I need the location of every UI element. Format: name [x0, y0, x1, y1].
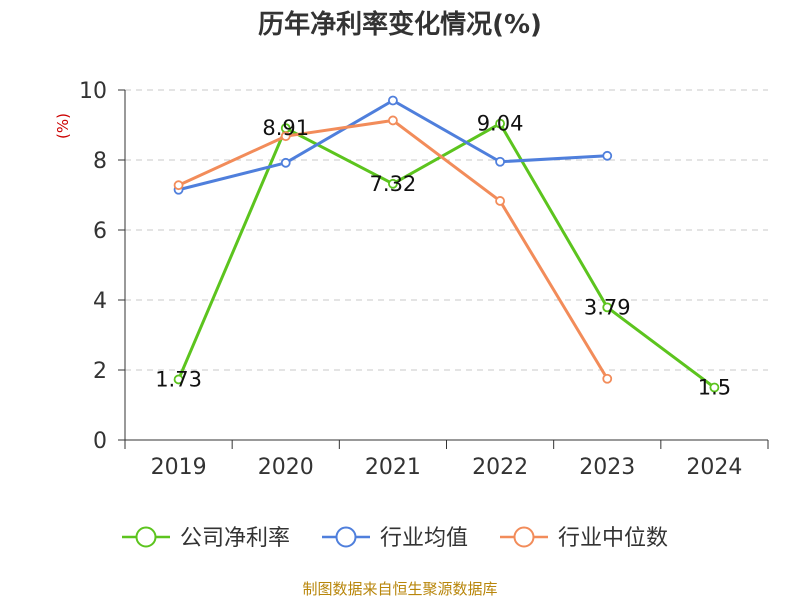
series-line-0	[177, 122, 716, 389]
legend[interactable]: 公司净利率 行业均值 行业中位数	[122, 526, 668, 551]
data-point	[602, 302, 613, 313]
y-tick-label: 2	[93, 359, 107, 384]
legend-item-0[interactable]: 公司净利率	[122, 526, 290, 551]
x-tick-label: 2020	[258, 455, 314, 480]
y-tick-label: 8	[93, 149, 107, 174]
data-point	[495, 118, 505, 129]
data-point	[602, 373, 613, 384]
x-tick-label: 2019	[151, 455, 207, 480]
data-label: 1.73	[155, 367, 202, 391]
data-point	[602, 150, 613, 161]
axes: 0 2 4 6 8 10 2019 2020 2021 2022 2023 2024	[79, 79, 769, 480]
legend-label: 行业均值	[380, 526, 468, 551]
data-point	[280, 131, 291, 142]
x-tick-label: 2022	[472, 455, 528, 480]
data-label: 3.79	[584, 295, 631, 319]
data-point	[388, 95, 398, 106]
series	[173, 95, 720, 393]
y-tick-label: 6	[93, 219, 107, 244]
data-point	[280, 157, 291, 168]
data-label: 1.5	[698, 376, 731, 400]
data-point	[495, 196, 505, 206]
x-tick-label: 2021	[365, 455, 421, 480]
legend-label: 行业中位数	[558, 526, 668, 551]
data-labels: 1.73 8.91 7.32 9.04 3.79 1.5	[155, 112, 731, 400]
data-label: 7.32	[370, 172, 417, 196]
x-tick-label: 2024	[686, 455, 742, 480]
y-tick-label: 0	[93, 429, 107, 454]
y-tick-label: 10	[79, 79, 107, 104]
x-tick-label: 2023	[579, 455, 635, 480]
data-point	[173, 180, 184, 191]
data-point	[173, 374, 184, 385]
legend-marker	[135, 526, 157, 548]
data-point	[388, 115, 398, 126]
data-label: 8.91	[262, 116, 309, 140]
y-tick-label: 4	[93, 289, 107, 314]
legend-item-2[interactable]: 行业中位数	[500, 526, 668, 551]
source-note: 制图数据来自恒生聚源数据库	[302, 580, 497, 598]
chart-title: 历年净利率变化情况(%)	[258, 9, 542, 40]
legend-item-1[interactable]: 行业均值	[322, 526, 468, 551]
legend-marker	[513, 526, 535, 548]
y-axis-label: (%)	[54, 113, 72, 139]
legend-marker	[335, 526, 357, 548]
data-label: 9.04	[477, 112, 524, 136]
data-point	[495, 156, 505, 167]
data-point	[388, 178, 398, 189]
legend-label: 公司净利率	[180, 526, 290, 551]
data-point	[709, 382, 720, 393]
